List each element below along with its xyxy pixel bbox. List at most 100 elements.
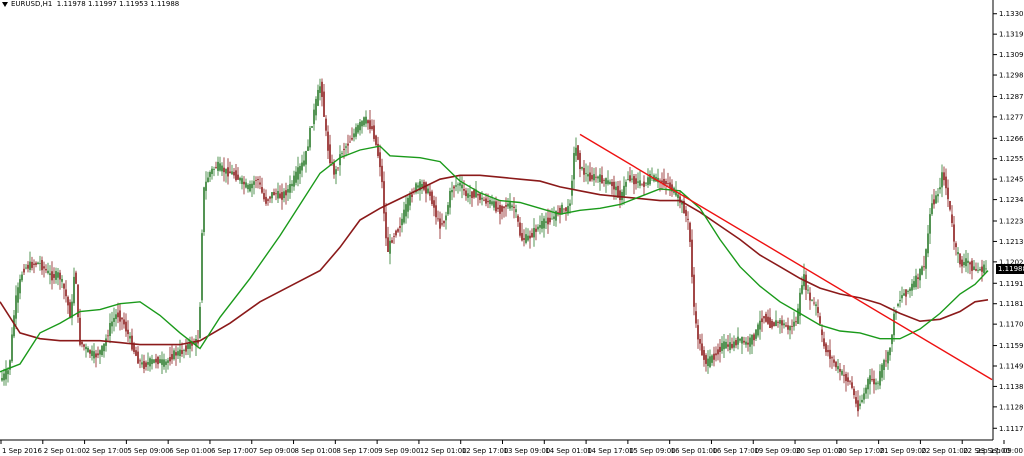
candle-body [147, 362, 149, 365]
candle-body [559, 207, 561, 214]
ma-fast-line [0, 145, 989, 373]
price-axis[interactable]: 1.13300 1.13195 1.13090 1.12985 1.12875 1.127… [993, 10, 1024, 433]
time-axis[interactable]: 1 Sep 2016 2 Sep 01:00 2 Sep 17:00 5 Sep 09… [0, 440, 1023, 455]
candle-body [755, 329, 757, 339]
candle-body [747, 342, 749, 345]
time-tick-label: 6 Sep 17:00 [211, 447, 253, 455]
candle-body [635, 178, 637, 184]
candle-body [759, 320, 761, 330]
candle-body [281, 192, 283, 200]
candle-body [777, 321, 779, 323]
candle-body [143, 361, 145, 369]
candle-body [325, 118, 327, 131]
candle-body [879, 371, 881, 386]
time-tick-label: 15 Sep 09:00 [629, 447, 676, 455]
candle-body [537, 226, 539, 230]
candle-body [383, 181, 385, 214]
candle-body [145, 362, 147, 367]
candle-body [103, 343, 105, 352]
candle-body [505, 205, 507, 207]
candle-body [235, 170, 237, 181]
candle-body [585, 172, 587, 174]
candle-body [857, 400, 859, 412]
candle-body [781, 320, 783, 326]
candle-body [677, 194, 679, 198]
candle-body [569, 203, 571, 206]
candle-body [231, 171, 233, 175]
price-tick-label: 1.12025 [999, 258, 1024, 266]
candle-body [123, 319, 125, 325]
candle-body [315, 98, 317, 116]
candle-body [689, 222, 691, 242]
candle-body [117, 312, 119, 318]
candle-body [919, 268, 921, 281]
candle-body [669, 182, 671, 189]
candle-body [847, 377, 849, 382]
candle-body [737, 336, 739, 345]
candle-body [541, 221, 543, 229]
candle-body [269, 196, 271, 199]
candle-body [945, 176, 947, 189]
candle-body [93, 351, 95, 359]
candle-body [475, 189, 477, 198]
price-tick-label: 1.11810 [999, 300, 1024, 308]
candle-body [821, 329, 823, 336]
candle-body [671, 184, 673, 192]
candle-body [633, 176, 635, 185]
candle-body [407, 197, 409, 212]
candle-body [361, 121, 363, 127]
candle-body [713, 353, 715, 360]
trendline[interactable] [579, 133, 993, 381]
candle-body [731, 343, 733, 348]
candle-body [785, 325, 787, 327]
candle-body [645, 182, 647, 184]
candle-body [301, 162, 303, 171]
candle-body [125, 321, 127, 332]
time-tick-label: 1 Sep 2016 [2, 447, 42, 455]
candle-body [323, 91, 325, 117]
candle-body [549, 217, 551, 223]
candle-body [873, 378, 875, 385]
candle-body [843, 374, 845, 376]
candle-body [651, 177, 653, 179]
candle-body [915, 275, 917, 288]
candle-body [805, 274, 807, 290]
time-tick-label: 9 Sep 09:00 [378, 447, 420, 455]
candle-body [257, 178, 259, 181]
candle-body [95, 353, 97, 358]
candle-body [953, 224, 955, 242]
candle-body [399, 226, 401, 228]
candle-body [579, 152, 581, 170]
candle-body [851, 382, 853, 388]
candle-body [545, 221, 547, 223]
candle-body [393, 236, 395, 237]
candle-body [377, 143, 379, 157]
candle-body [943, 172, 945, 181]
dropdown-triangle-icon[interactable] [2, 1, 8, 7]
candle-body [935, 195, 937, 204]
candle-body [309, 127, 311, 148]
candle-body [303, 160, 305, 166]
candle-body [783, 323, 785, 326]
candle-body [661, 180, 663, 183]
candle-body [357, 125, 359, 133]
candle-body [471, 191, 473, 199]
candle-body [201, 233, 203, 301]
candle-body [693, 274, 695, 307]
candle-body [63, 283, 65, 289]
time-tick-label: 21 Sep 09:00 [880, 447, 927, 455]
candle-body [339, 154, 341, 166]
candle-body [137, 351, 139, 364]
candle-body [283, 191, 285, 199]
price-tick-label: 1.11385 [999, 383, 1024, 391]
candle-body [311, 126, 313, 128]
candle-body [941, 172, 943, 188]
candle-body [37, 262, 39, 265]
candle-body [49, 273, 51, 276]
candle-body [467, 193, 469, 198]
candle-body [741, 336, 743, 344]
candle-body [225, 168, 227, 174]
candle-body [937, 194, 939, 197]
